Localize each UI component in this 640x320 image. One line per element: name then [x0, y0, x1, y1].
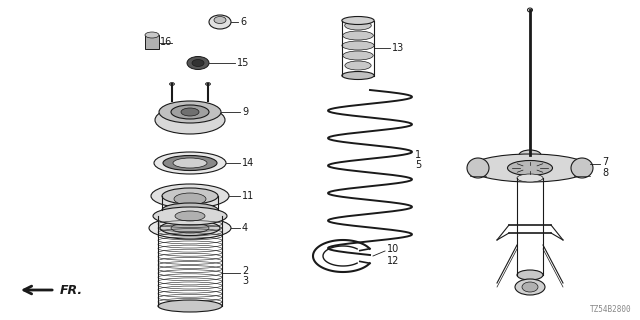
Ellipse shape [171, 223, 209, 233]
Text: 16: 16 [160, 37, 172, 47]
Text: 10: 10 [387, 244, 399, 254]
Ellipse shape [145, 32, 159, 38]
Ellipse shape [342, 17, 374, 25]
Text: 11: 11 [242, 191, 254, 201]
Bar [145, 35, 159, 49]
Ellipse shape [343, 51, 373, 60]
Ellipse shape [527, 8, 532, 12]
Ellipse shape [160, 220, 220, 236]
Ellipse shape [162, 188, 218, 204]
Ellipse shape [345, 61, 371, 70]
Ellipse shape [515, 279, 545, 295]
Text: TZ54B2800: TZ54B2800 [590, 305, 632, 314]
Ellipse shape [467, 158, 489, 178]
Text: FR.: FR. [60, 284, 83, 297]
Ellipse shape [519, 150, 541, 160]
Ellipse shape [151, 184, 229, 208]
Ellipse shape [155, 106, 225, 134]
Ellipse shape [192, 60, 204, 67]
Ellipse shape [205, 83, 211, 85]
Ellipse shape [508, 161, 552, 175]
Text: 1: 1 [415, 150, 421, 160]
Ellipse shape [170, 83, 175, 85]
Text: 15: 15 [237, 58, 250, 68]
Ellipse shape [159, 101, 221, 123]
Ellipse shape [209, 15, 231, 29]
Ellipse shape [175, 211, 205, 221]
Ellipse shape [214, 17, 226, 23]
Ellipse shape [174, 193, 206, 205]
Ellipse shape [522, 282, 538, 292]
Ellipse shape [158, 300, 222, 312]
Ellipse shape [149, 217, 231, 239]
Ellipse shape [163, 156, 217, 171]
Text: 7: 7 [602, 157, 608, 167]
Text: 5: 5 [415, 160, 421, 170]
Ellipse shape [173, 158, 207, 168]
Ellipse shape [162, 203, 218, 217]
Text: 6: 6 [240, 17, 246, 27]
Ellipse shape [342, 31, 373, 40]
Text: 4: 4 [242, 223, 248, 233]
Ellipse shape [342, 71, 374, 79]
Ellipse shape [571, 158, 593, 178]
Ellipse shape [181, 108, 199, 116]
Text: 9: 9 [242, 107, 248, 117]
Ellipse shape [517, 174, 543, 182]
Text: 13: 13 [392, 43, 404, 53]
Ellipse shape [470, 154, 590, 182]
Ellipse shape [153, 207, 227, 225]
Text: 12: 12 [387, 256, 399, 266]
Ellipse shape [342, 41, 374, 50]
Ellipse shape [154, 152, 226, 174]
Text: 14: 14 [242, 158, 254, 168]
Text: 2: 2 [242, 266, 248, 276]
Ellipse shape [517, 270, 543, 280]
Ellipse shape [345, 21, 371, 30]
Text: 8: 8 [602, 168, 608, 178]
Ellipse shape [187, 57, 209, 69]
Text: 3: 3 [242, 276, 248, 286]
Ellipse shape [171, 105, 209, 119]
